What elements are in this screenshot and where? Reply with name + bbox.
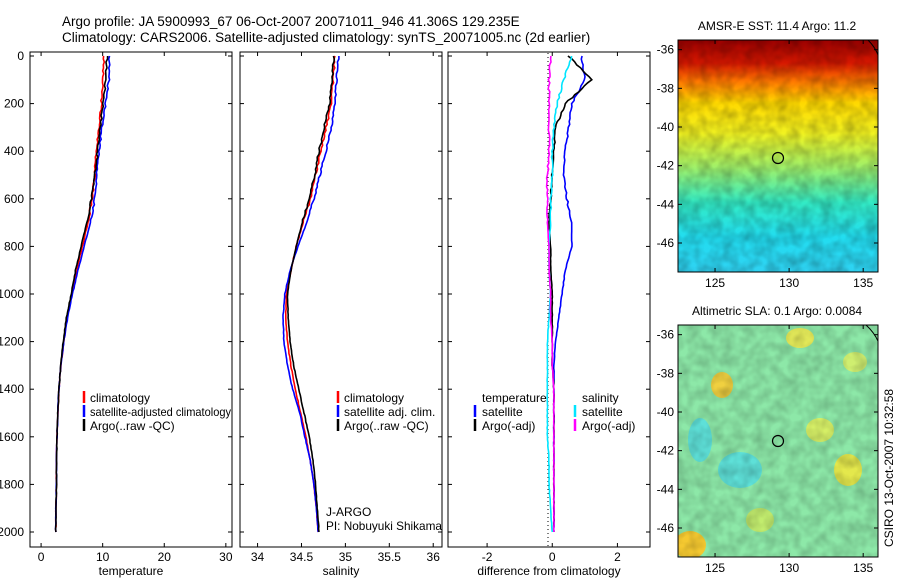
x-tick-label: -2	[482, 550, 493, 564]
profile-location-marker	[771, 151, 785, 165]
depth-tick-label: 1200	[0, 335, 24, 349]
legend-label-argo: Argo(..raw -QC)	[344, 419, 429, 433]
sst-map-ticks: 125 130 135 -36 -38 -40 -42 -44 -46	[657, 40, 878, 290]
map-y-tick-label: -36	[657, 43, 675, 57]
map-y-tick-label: -44	[657, 482, 675, 496]
series-line	[282, 56, 340, 533]
depth-tick-label: 400	[4, 144, 24, 158]
annotation-program: J-ARGO	[326, 505, 371, 519]
depth-tick-label: 800	[4, 239, 24, 253]
sla-texture	[678, 325, 878, 557]
difference-axes	[447, 51, 651, 548]
header-line2: Climatology: CARS2006. Satellite-adjuste…	[62, 30, 590, 45]
legend-label-argo: Argo(..raw -QC)	[90, 419, 175, 433]
x-tick-label: 34	[251, 550, 265, 564]
depth-axis-labels: 0 200 400 600 800 1000 1200 1400 1600 1800 2000	[0, 49, 650, 539]
temperature-xlabel: temperature	[99, 564, 164, 578]
depth-tick-label: 1600	[0, 430, 24, 444]
credit-label: CSIRO 13-Oct-2007 10:32:58	[882, 389, 896, 547]
profile-location-marker	[771, 434, 785, 448]
map-x-tick-label: 125	[705, 276, 725, 290]
legend-label-temp-argo: Argo(-adj)	[482, 419, 535, 433]
sst-texture	[678, 40, 878, 272]
temperature-plot: 0 10 20 30	[38, 52, 233, 564]
temperature-legend: climatology satellite-adjusted climatolo…	[82, 391, 231, 433]
sst-map	[678, 40, 878, 272]
map-x-tick-label: 135	[853, 276, 873, 290]
depth-tick-label: 1800	[0, 477, 24, 491]
map-y-tick-label: -46	[657, 521, 675, 535]
series-line	[286, 55, 336, 533]
map-x-tick-label: 125	[705, 561, 725, 575]
map-x-tick-label: 130	[779, 276, 799, 290]
salinity-legend: climatology satellite adj. clim. Argo(..…	[336, 391, 435, 433]
map-y-tick-label: -42	[657, 444, 675, 458]
series-line	[545, 55, 555, 533]
depth-tick-label: 200	[4, 97, 24, 111]
series-line	[548, 55, 593, 533]
salinity-xlabel: salinity	[323, 564, 360, 578]
x-tick-label: 35.5	[378, 550, 402, 564]
sla-map-ticks: 125 130 135 -36 -38 -40 -42 -44 -46	[657, 325, 878, 575]
depth-tick-label: 1000	[0, 287, 24, 301]
legend-label-temp-satellite: satellite	[482, 405, 523, 419]
annotation-pi: PI: Nobuyuki Shikama	[326, 519, 442, 533]
legend-label-salt-satellite: satellite	[582, 405, 623, 419]
x-tick-label: 10	[96, 550, 110, 564]
depth-tick-label: 1400	[0, 382, 24, 396]
salinity-axes	[239, 51, 443, 548]
map-y-tick-label: -42	[657, 159, 675, 173]
x-tick-label: 0	[38, 550, 45, 564]
map-y-tick-label: -38	[657, 81, 675, 95]
series-line	[552, 55, 586, 533]
map-y-tick-label: -38	[657, 366, 675, 380]
map-y-tick-label: -44	[657, 197, 675, 211]
x-tick-label: 30	[219, 550, 233, 564]
x-tick-label: 36	[427, 550, 441, 564]
sst-map-title: AMSR-E SST: 11.4 Argo: 11.2	[698, 19, 857, 33]
difference-plot: -2 0 2	[482, 52, 621, 564]
x-tick-label: 0	[549, 550, 556, 564]
legend-label-salt-argo: Argo(-adj)	[582, 419, 635, 433]
series-line	[54, 55, 106, 533]
map-y-tick-label: -36	[657, 328, 675, 342]
map-x-tick-label: 135	[853, 561, 873, 575]
legend-header-salinity: salinity	[582, 391, 619, 405]
map-y-tick-label: -40	[657, 120, 675, 134]
header-line1: Argo profile: JA 5900993_67 06-Oct-2007 …	[62, 14, 520, 29]
map-y-tick-label: -46	[657, 236, 675, 250]
salinity-plot: 34 34.5 35 35.5 36	[251, 52, 440, 564]
legend-header-temperature: temperature	[482, 391, 547, 405]
x-tick-label: 35	[339, 550, 353, 564]
sla-map	[678, 325, 878, 557]
legend-label-climatology: climatology	[344, 391, 404, 405]
sst-corner-arc	[867, 40, 878, 57]
x-tick-label: 20	[158, 550, 172, 564]
depth-tick-label: 2000	[0, 525, 24, 539]
legend-label-satellite: satellite adj. clim.	[344, 405, 435, 419]
map-y-tick-label: -40	[657, 405, 675, 419]
series-line	[54, 55, 111, 533]
x-tick-label: 34.5	[290, 550, 314, 564]
difference-xlabel: difference from climatology	[477, 564, 620, 578]
legend-label-climatology: climatology	[90, 391, 150, 405]
sla-map-frame	[677, 324, 879, 558]
difference-legend: temperature satellite Argo(-adj) salinit…	[473, 391, 635, 433]
sst-map-frame	[677, 39, 879, 273]
depth-tick-label: 600	[4, 192, 24, 206]
series-line	[54, 55, 109, 533]
temperature-axes	[29, 51, 233, 548]
legend-label-satellite: satellite-adjusted climatology	[90, 405, 231, 419]
depth-tick-label: 0	[17, 49, 24, 63]
x-tick-label: 2	[614, 550, 621, 564]
sla-map-title: Altimetric SLA: 0.1 Argo: 0.0084	[692, 304, 862, 318]
map-x-tick-label: 130	[779, 561, 799, 575]
